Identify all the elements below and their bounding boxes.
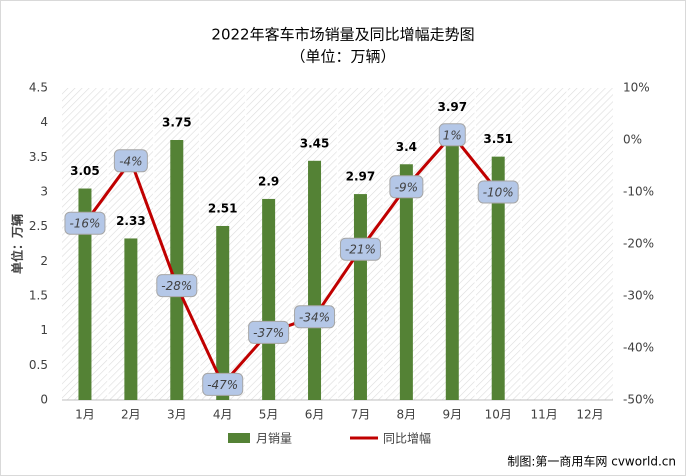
bar <box>399 164 413 400</box>
bar <box>170 140 184 400</box>
data-label-box <box>248 320 290 344</box>
x-tick-label: 1月 <box>75 408 95 422</box>
x-tick-label: 2月 <box>121 408 141 422</box>
line <box>83 133 500 386</box>
line-label: -37% <box>253 326 284 340</box>
chart-title: 2022年客车市场销量及同比增幅走势图 <box>211 26 474 44</box>
y-tick-label: 1.5 <box>29 289 48 303</box>
line-label: -10% <box>483 186 514 200</box>
bar-label: 3.97 <box>437 100 467 114</box>
y2-tick-label: 10% <box>623 81 650 95</box>
line-label: -28% <box>161 279 192 293</box>
bar-label: 2.9 <box>258 174 279 188</box>
y2-tick-label: -50% <box>623 393 654 407</box>
y2-tick-label: -10% <box>623 185 654 199</box>
x-tick-label: 7月 <box>351 408 371 422</box>
line-label: -34% <box>299 310 330 324</box>
x-tick-label: 5月 <box>259 408 279 422</box>
bar <box>124 238 138 400</box>
line-label: -4% <box>119 154 142 168</box>
y-tick-label: 0 <box>40 393 48 407</box>
legend-label: 月销量 <box>256 432 292 446</box>
y-tick-label: 2.5 <box>29 219 48 233</box>
data-label-box <box>389 175 424 199</box>
bar-label: 3.51 <box>483 132 513 146</box>
x-tick-label: 9月 <box>442 408 462 422</box>
y-tick-label: 1 <box>40 323 48 337</box>
bar-label: 2.51 <box>208 201 238 215</box>
bar-label: 2.33 <box>116 214 146 228</box>
bar-label: 2.97 <box>346 170 376 184</box>
bar <box>78 188 92 400</box>
bar <box>353 194 367 400</box>
bar <box>262 198 276 400</box>
line-label: -9% <box>395 180 418 194</box>
y-tick-label: 4 <box>40 115 48 129</box>
x-tick-label: 8月 <box>397 408 417 422</box>
bar <box>308 160 322 400</box>
x-tick-label: 10月 <box>485 408 512 422</box>
bar-label: 3.4 <box>396 140 417 154</box>
y2-tick-label: -20% <box>623 237 654 251</box>
chart-subtitle: （单位：万辆） <box>290 48 395 66</box>
source: 制图:第一商用车网 cvworld.cn <box>507 454 676 469</box>
line-label: -47% <box>207 378 238 392</box>
bar <box>491 156 505 400</box>
data-label-box <box>156 274 198 298</box>
bar-label: 3.05 <box>70 164 100 178</box>
line-label: 1% <box>443 128 462 142</box>
y-tick-label: 2 <box>40 254 48 268</box>
x-tick-label: 11月 <box>530 408 557 422</box>
y2-tick-label: 0% <box>623 133 642 147</box>
line-label: -16% <box>69 217 100 231</box>
x-tick-label: 4月 <box>213 408 233 422</box>
x-tick-label: 6月 <box>305 408 325 422</box>
y-tick-label: 3 <box>40 185 48 199</box>
legend-swatch <box>228 433 250 443</box>
bar <box>445 124 459 400</box>
line-label: -21% <box>345 243 376 257</box>
x-tick-label: 12月 <box>576 408 603 422</box>
y-tick-label: 3.5 <box>29 150 48 164</box>
y-axis-label: 单位：万辆 <box>10 214 25 274</box>
data-label-box <box>202 372 244 396</box>
bar-label: 3.45 <box>300 136 330 150</box>
data-label-box <box>477 180 519 204</box>
bar-label: 3.75 <box>162 116 192 130</box>
y2-tick-label: -40% <box>623 341 654 355</box>
legend-label: 同比增幅 <box>383 431 431 446</box>
y-tick-label: 4.5 <box>29 81 48 95</box>
y-tick-label: 0.5 <box>29 358 48 372</box>
data-label-box <box>113 149 148 173</box>
data-label-box <box>339 237 381 261</box>
bar <box>216 225 230 400</box>
data-label-box <box>294 305 336 329</box>
data-label-box <box>64 211 106 235</box>
y2-tick-label: -30% <box>623 289 654 303</box>
x-tick-label: 3月 <box>167 408 187 422</box>
data-label-box <box>438 123 466 147</box>
